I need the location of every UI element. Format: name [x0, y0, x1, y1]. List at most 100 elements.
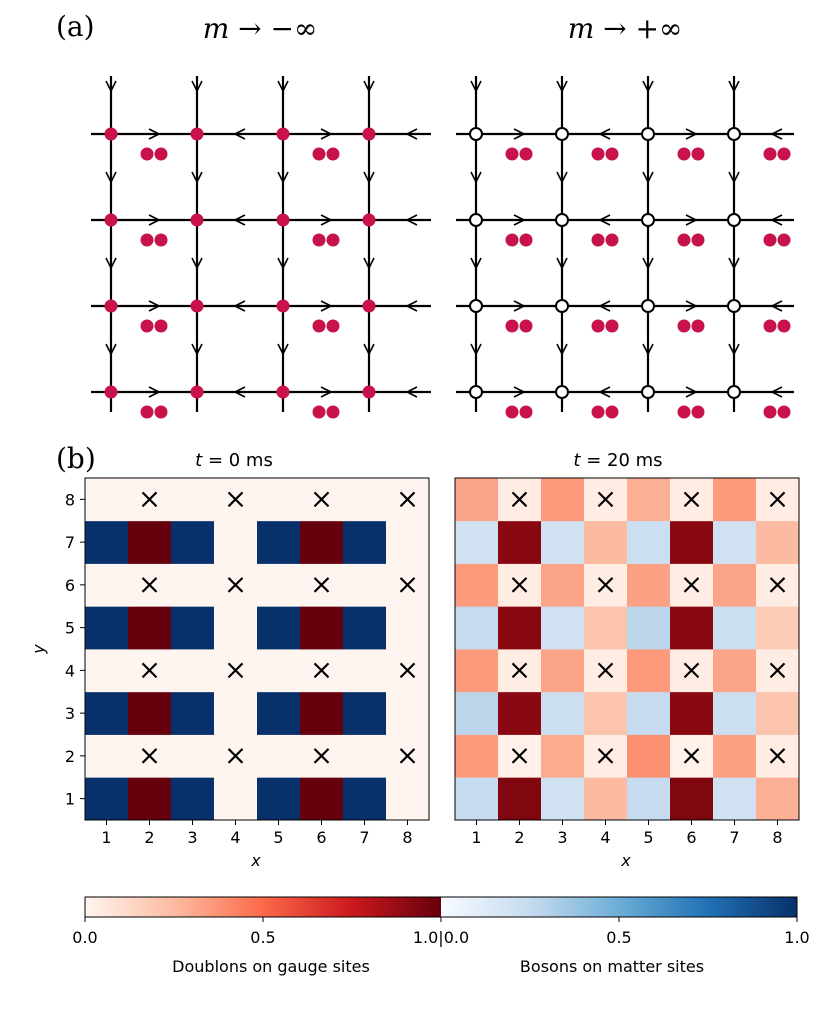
doublon-dot: [140, 233, 154, 247]
heatmap-cell: [386, 691, 430, 735]
gauge-site-cross-marker: [227, 577, 244, 593]
link-arrow: [277, 343, 289, 356]
link-arrow: [642, 343, 654, 356]
gauge-site-cross-marker: [769, 491, 786, 508]
heatmap-cell: [455, 777, 499, 821]
heatmap-cell: [257, 734, 301, 778]
heatmap-cell: [257, 691, 301, 735]
doublon-dot: [677, 319, 691, 333]
heatmap-cell: [214, 606, 258, 650]
right-lattice-title: m → +∞: [568, 12, 683, 45]
heatmap-cell: [541, 649, 585, 693]
matter-site-empty: [555, 385, 569, 399]
doublon-dot: [326, 147, 340, 161]
link-arrow: [363, 80, 375, 93]
doublon-dot: [519, 233, 533, 247]
colorbar: 0.0 0.5 1.0|0.0 0.5 1.0 Doublons on gaug…: [72, 896, 810, 976]
matter-site-occupied: [104, 299, 118, 313]
heatmap-cell: [627, 563, 671, 607]
link-arrow: [277, 80, 289, 93]
heatmap-cell: [85, 478, 129, 522]
matter-site-occupied: [362, 127, 376, 141]
doublon-dot: [605, 233, 619, 247]
link-arrow: [191, 257, 203, 270]
doublon-dot: [591, 233, 605, 247]
gauge-site-cross-marker: [511, 748, 528, 764]
gauge-site-cross-marker: [597, 577, 614, 593]
doublon-dot: [763, 233, 777, 247]
doublon-dot: [154, 405, 168, 419]
heatmap-cell: [257, 606, 301, 650]
link-arrow: [405, 214, 418, 226]
doublon-dot: [326, 233, 340, 247]
link-arrow: [556, 80, 568, 93]
heatmap-cell: [713, 606, 757, 650]
doublon-dot: [691, 147, 705, 161]
matter-site-empty: [727, 127, 741, 141]
link-arrow: [770, 214, 783, 226]
heatmap-cell: [627, 478, 671, 522]
heatmap-cell: [670, 606, 714, 650]
matter-site-occupied: [276, 299, 290, 313]
heatmap-cell: [300, 777, 344, 821]
heatmap-cell: [300, 520, 344, 564]
y-tick-label: 3: [65, 704, 75, 723]
link-arrow: [191, 171, 203, 184]
heatmap-cell: [171, 563, 215, 607]
colorbar-tick-label: 1.0|0.0: [413, 928, 469, 947]
heatmap-cell: [171, 649, 215, 693]
heatmap-cell: [85, 606, 129, 650]
matter-site-empty: [469, 127, 483, 141]
gauge-site-cross-marker: [141, 662, 158, 679]
link-arrow: [148, 386, 161, 398]
heatmap-cell: [85, 563, 129, 607]
heatmap-cell: [584, 606, 628, 650]
heatmap-cell: [343, 777, 387, 821]
link-arrow: [148, 214, 161, 226]
doublon-dot: [677, 147, 691, 161]
gauge-site-cross-marker: [227, 491, 244, 508]
heatmap-left-title: t = 0 ms: [195, 450, 273, 471]
link-arrow: [148, 300, 161, 312]
x-tick-label: 1: [101, 828, 111, 847]
x-tick-label: 8: [772, 828, 782, 847]
matter-site-empty: [727, 213, 741, 227]
x-tick-label: 7: [729, 828, 739, 847]
gauge-site-cross-marker: [511, 491, 528, 508]
gauge-site-cross-marker: [683, 662, 700, 679]
heatmap-cell: [627, 606, 671, 650]
gauge-site-cross-marker: [769, 748, 786, 764]
heatmap-cell: [386, 777, 430, 821]
gauge-site-cross-marker: [597, 662, 614, 679]
link-arrow: [148, 128, 161, 140]
link-arrow: [770, 386, 783, 398]
link-arrow: [320, 214, 333, 226]
heatmap-cell: [584, 520, 628, 564]
doublon-dot: [777, 319, 791, 333]
gauge-site-cross-marker: [313, 491, 330, 508]
doublon-dot: [691, 233, 705, 247]
matter-site-occupied: [190, 385, 204, 399]
y-tick-label: 4: [65, 661, 75, 680]
heatmap-cell: [584, 691, 628, 735]
matter-site-empty: [727, 299, 741, 313]
x-tick-label: 6: [686, 828, 696, 847]
x-tick-label: 8: [402, 828, 412, 847]
link-arrow: [556, 171, 568, 184]
matter-site-empty: [727, 385, 741, 399]
x-tick-label: 5: [643, 828, 653, 847]
doublon-dot: [691, 405, 705, 419]
gauge-site-cross-marker: [769, 577, 786, 593]
matter-site-occupied: [190, 299, 204, 313]
matter-site-empty: [555, 299, 569, 313]
x-tick-label: 4: [230, 828, 240, 847]
heatmap-cell: [498, 520, 542, 564]
heatmap-cell: [498, 777, 542, 821]
gauge-site-cross-marker: [399, 491, 416, 508]
x-tick-label: 5: [273, 828, 283, 847]
heatmap-cell: [85, 520, 129, 564]
colorbar-label-doublons: Doublons on gauge sites: [172, 957, 370, 976]
y-tick-label: 2: [65, 747, 75, 766]
gauge-site-cross-marker: [227, 662, 244, 679]
matter-site-occupied: [276, 213, 290, 227]
